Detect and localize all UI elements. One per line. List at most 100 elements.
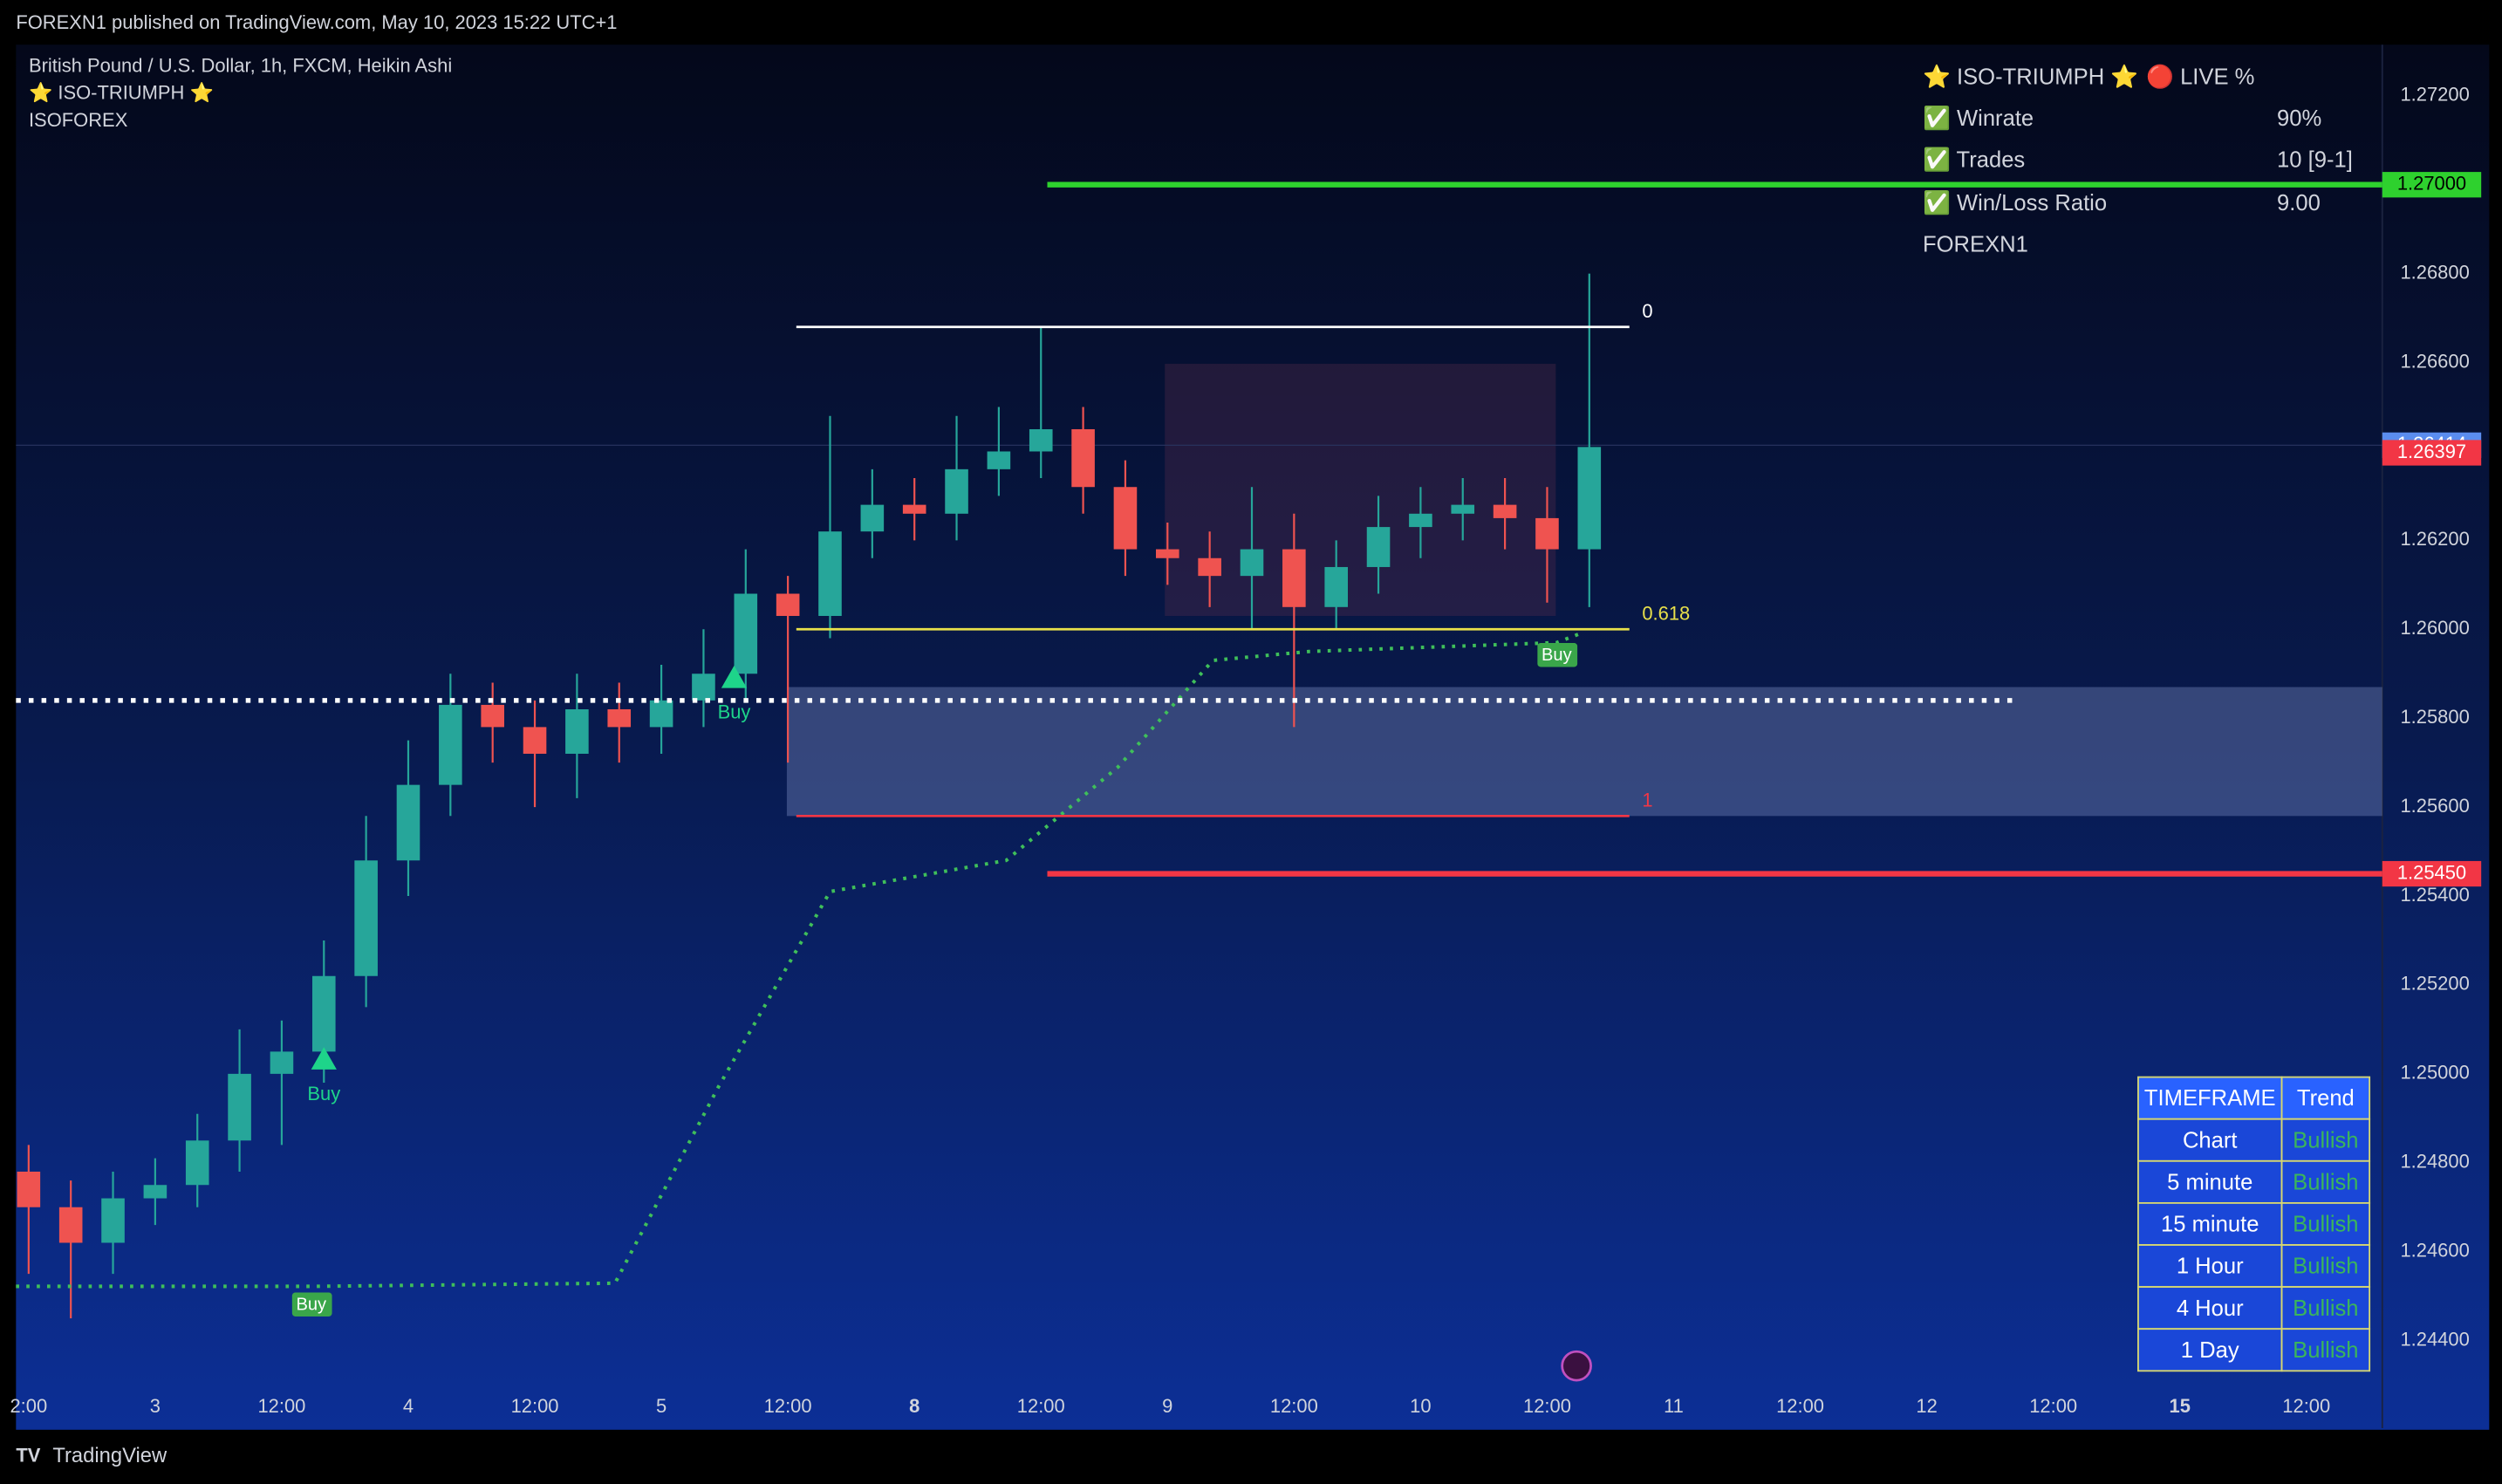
legend-indicator: ⭐ ISO-TRIUMPH ⭐	[29, 82, 214, 104]
buy-badge-label: Buy	[1542, 646, 1573, 665]
candle-body	[1324, 566, 1348, 607]
candle-body	[1493, 504, 1517, 518]
y-tick-label: 1.26600	[2400, 350, 2469, 372]
x-tick-label: 12:00	[2029, 1395, 2077, 1417]
trailing-stop	[16, 632, 1581, 1289]
trend-table: TIMEFRAME Trend Chart Bullish 5 minute Bullis…	[2137, 1076, 2371, 1372]
table-text: Chart	[2183, 1128, 2238, 1152]
legend-symbol: British Pound / U.S. Dollar, 1h, FXCM, H…	[29, 55, 452, 77]
table-text: Bullish	[2293, 1255, 2358, 1279]
price-tag	[2382, 860, 2482, 887]
panel-label: ✅ Win/Loss Ratio	[1923, 189, 2107, 215]
table-text: Bullish	[2293, 1338, 2358, 1363]
panel-label: ✅ Winrate	[1923, 105, 2034, 131]
table-cell	[2137, 1159, 2283, 1204]
price-tag-label: 1.25450	[2397, 861, 2466, 883]
plot: 1.27200 1.26800 1.26600 1.26200 1.26000 1.258…	[10, 44, 2482, 1428]
buy-badge	[1537, 643, 1578, 667]
x-tick-label: 12:00	[1523, 1395, 1571, 1417]
table-text: 1 Day	[2181, 1338, 2239, 1363]
table-header-text: Trend	[2297, 1086, 2355, 1111]
x-tick-label: 11	[1664, 1395, 1684, 1417]
candle-body	[1029, 428, 1053, 452]
table-text: Bullish	[2293, 1213, 2358, 1237]
candle-body	[1071, 428, 1095, 488]
candle-body	[607, 709, 632, 728]
info-panel: ⭐ ISO-TRIUMPH ⭐ 🔴 LIVE % ✅ Winrate 90% ✅…	[1923, 63, 2353, 256]
candle-body	[1366, 527, 1391, 567]
x-tick-label: 8	[909, 1395, 919, 1417]
x-tick-label: 15	[2169, 1395, 2190, 1417]
candle-body	[1198, 557, 1221, 577]
y-tick-label: 1.26200	[2400, 528, 2469, 550]
x-tick-label: 12:00	[1270, 1395, 1318, 1417]
x-tick-label: 12:00	[1017, 1395, 1065, 1417]
candle-body	[1535, 517, 1559, 550]
candle-body	[776, 593, 800, 617]
fib-label: 0	[1642, 300, 1652, 322]
event-icon[interactable]	[1561, 1350, 1592, 1382]
y-tick-label: 1.25200	[2400, 973, 2469, 995]
y-tick-label: 1.25000	[2400, 1062, 2469, 1084]
candle-body	[902, 504, 926, 514]
candle-body	[228, 1073, 251, 1141]
table-cell	[2137, 1286, 2283, 1330]
y-tick-label: 1.24600	[2400, 1239, 2469, 1261]
y-tick-label: 1.26800	[2400, 261, 2469, 283]
fib-label: 0.618	[1642, 603, 1690, 625]
buy-arrow	[721, 666, 748, 688]
panel-value: 90%	[2277, 106, 2321, 131]
y-tick-label: 1.24400	[2400, 1328, 2469, 1350]
candle-body	[860, 504, 885, 532]
x-tick-label: 12	[1916, 1395, 1937, 1417]
candle-body	[692, 674, 715, 701]
table-header-text: TIMEFRAME	[2144, 1086, 2276, 1111]
table-header-cell	[2280, 1076, 2371, 1120]
table-text: 1 Hour	[2177, 1255, 2244, 1279]
x-tick-label: 9	[1162, 1395, 1172, 1417]
x-tick-label: 2:00	[10, 1395, 47, 1417]
candle-body	[1240, 549, 1264, 577]
table-text: Bullish	[2293, 1128, 2358, 1152]
fib-label: 1	[1642, 790, 1652, 811]
candle-body	[1155, 549, 1179, 558]
candle-body	[649, 700, 673, 728]
table-cell	[2280, 1286, 2371, 1330]
candle-body	[945, 468, 968, 514]
candle-body	[481, 704, 504, 728]
x-tick-label: 4	[403, 1395, 414, 1417]
y-tick-label: 1.25800	[2400, 706, 2469, 728]
footer-brand: TradingView	[52, 1444, 167, 1467]
x-tick-label: 12:00	[2282, 1395, 2330, 1417]
candle-body	[270, 1051, 294, 1074]
table-header-cell	[2137, 1076, 2283, 1120]
candle-body	[1409, 513, 1432, 528]
y-tick-label: 1.26000	[2400, 617, 2469, 639]
candle-body	[1113, 487, 1138, 550]
x-tick-label: 12:00	[511, 1395, 559, 1417]
panel-value: 10 [9-1]	[2277, 147, 2353, 172]
table-cell	[2280, 1201, 2371, 1246]
candle-body	[565, 709, 589, 754]
chart-background	[16, 44, 2490, 1430]
candle-body	[818, 531, 842, 617]
price-tag-label: 1.27000	[2397, 173, 2466, 195]
y-tick-label: 1.27200	[2400, 84, 2469, 106]
buy-label: Buy	[307, 1083, 340, 1104]
panel-title: ⭐ ISO-TRIUMPH ⭐	[1923, 63, 2138, 89]
candle-body	[1577, 447, 1602, 550]
candle-body	[58, 1207, 83, 1243]
table-text: 15 minute	[2161, 1213, 2259, 1237]
buy-badge	[291, 1292, 332, 1316]
y-tick-label: 1.25600	[2400, 795, 2469, 817]
footer-logo: TV	[16, 1445, 40, 1467]
price-tag	[2382, 440, 2482, 466]
candle-body	[185, 1140, 209, 1186]
buy-label: Buy	[718, 701, 751, 723]
x-tick-label: 5	[656, 1395, 667, 1417]
candle-body	[987, 451, 1011, 469]
candle-body	[143, 1185, 167, 1199]
legend-indicator: ISOFOREX	[29, 109, 128, 131]
